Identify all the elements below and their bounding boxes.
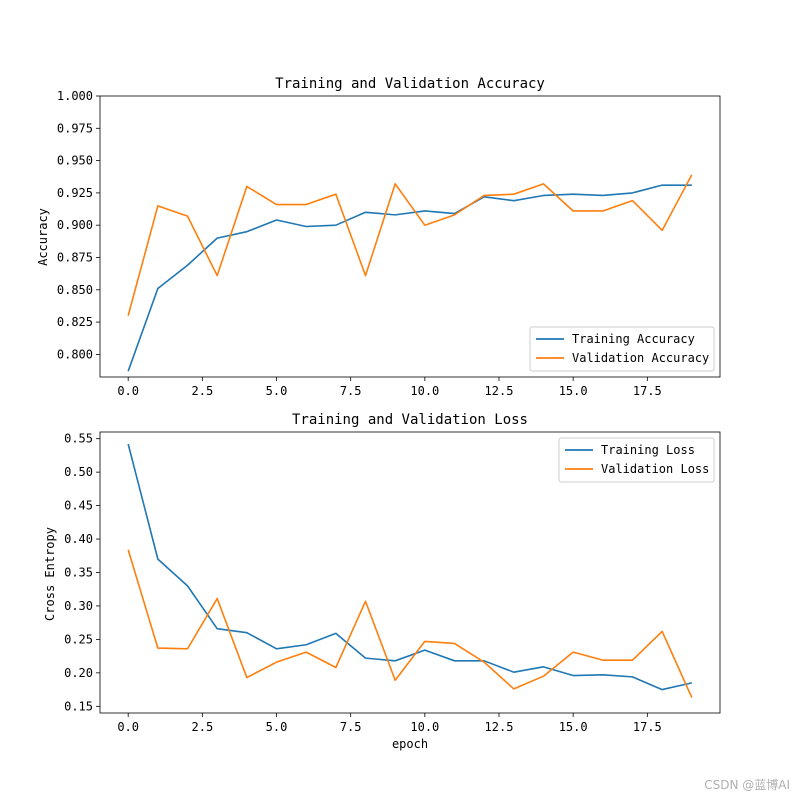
loss-ytick-label: 0.55: [64, 432, 93, 446]
accuracy-xtick-label: 5.0: [266, 384, 288, 398]
accuracy-xtick-label: 15.0: [559, 384, 588, 398]
accuracy-xtick-label: 12.5: [485, 384, 514, 398]
loss-ytick-label: 0.35: [64, 566, 93, 580]
accuracy-series-line-1: [127, 174, 693, 316]
loss-xtick-label: 0.0: [117, 720, 139, 734]
loss-ylabel: Cross Entropy: [43, 527, 57, 621]
loss-series-line-1: [127, 549, 693, 698]
accuracy-xtick-label: 0.0: [117, 384, 139, 398]
accuracy-ytick-label: 0.850: [57, 283, 93, 297]
accuracy-ytick-label: 0.950: [57, 154, 93, 168]
accuracy-ytick-label: 0.825: [57, 315, 93, 329]
loss-ytick-label: 0.40: [64, 532, 93, 546]
accuracy-ytick-label: 0.875: [57, 250, 93, 264]
accuracy-series-line-0: [127, 184, 692, 372]
loss-xtick-label: 17.5: [633, 720, 662, 734]
accuracy-xtick-label: 7.5: [340, 384, 362, 398]
accuracy-xtick-label: 17.5: [633, 384, 662, 398]
accuracy-ytick-label: 0.800: [57, 347, 93, 361]
loss-xtick-label: 10.0: [410, 720, 439, 734]
accuracy-ytick-label: 0.900: [57, 218, 93, 232]
loss-legend-label-1: Validation Loss: [601, 462, 709, 476]
accuracy-xtick-label: 10.0: [410, 384, 439, 398]
loss-xtick-label: 12.5: [485, 720, 514, 734]
loss-xtick-label: 7.5: [340, 720, 362, 734]
loss-xtick-label: 5.0: [266, 720, 288, 734]
accuracy-ytick-label: 0.925: [57, 186, 93, 200]
loss-xtick-label: 15.0: [559, 720, 588, 734]
accuracy-legend: Training Accuracy Validation Accuracy: [529, 326, 715, 372]
watermark-text: CSDN @蓝博AI: [704, 777, 790, 792]
accuracy-ylabel: Accuracy: [36, 208, 50, 266]
loss-ytick-label: 0.20: [64, 666, 93, 680]
accuracy-legend-label-1: Validation Accuracy: [572, 351, 709, 365]
loss-legend-box: [558, 437, 715, 483]
loss-subplot: Training and Validation Loss 0.0 2.5 5.0 7.…: [43, 412, 721, 751]
loss-ytick-label: 0.15: [64, 699, 93, 713]
loss-ytick-label: 0.45: [64, 499, 93, 513]
loss-ytick-label: 0.50: [64, 465, 93, 479]
loss-xlabel: epoch: [392, 737, 428, 751]
loss-ytick-label: 0.30: [64, 599, 93, 613]
loss-title: Training and Validation Loss: [292, 412, 528, 428]
accuracy-subplot: Training and Validation Accuracy 0.0 2.5 5…: [36, 76, 721, 398]
loss-legend: Training Loss Validation Loss: [558, 437, 715, 483]
loss-ytick-label: 0.25: [64, 632, 93, 646]
accuracy-title: Training and Validation Accuracy: [275, 76, 545, 92]
accuracy-axes-frame: [99, 95, 721, 378]
accuracy-xtick-label: 2.5: [192, 384, 214, 398]
accuracy-legend-box: [529, 326, 715, 372]
loss-plot-area: 0.0 2.5 5.0 7.5 10.0 12.5 15.0 17.5 0.15 0.20 0.25…: [64, 431, 721, 734]
accuracy-ytick-label: 0.975: [57, 121, 93, 135]
loss-legend-label-0: Training Loss: [601, 443, 695, 457]
accuracy-plot-area: 0.0 2.5 5.0 7.5 10.0 12.5 15.0 17.5 0.800 0.825 0.…: [57, 89, 721, 398]
loss-series-line-0: [127, 443, 692, 691]
loss-xtick-label: 2.5: [192, 720, 214, 734]
accuracy-ytick-label: 1.000: [57, 89, 93, 103]
accuracy-legend-label-0: Training Accuracy: [572, 332, 695, 346]
